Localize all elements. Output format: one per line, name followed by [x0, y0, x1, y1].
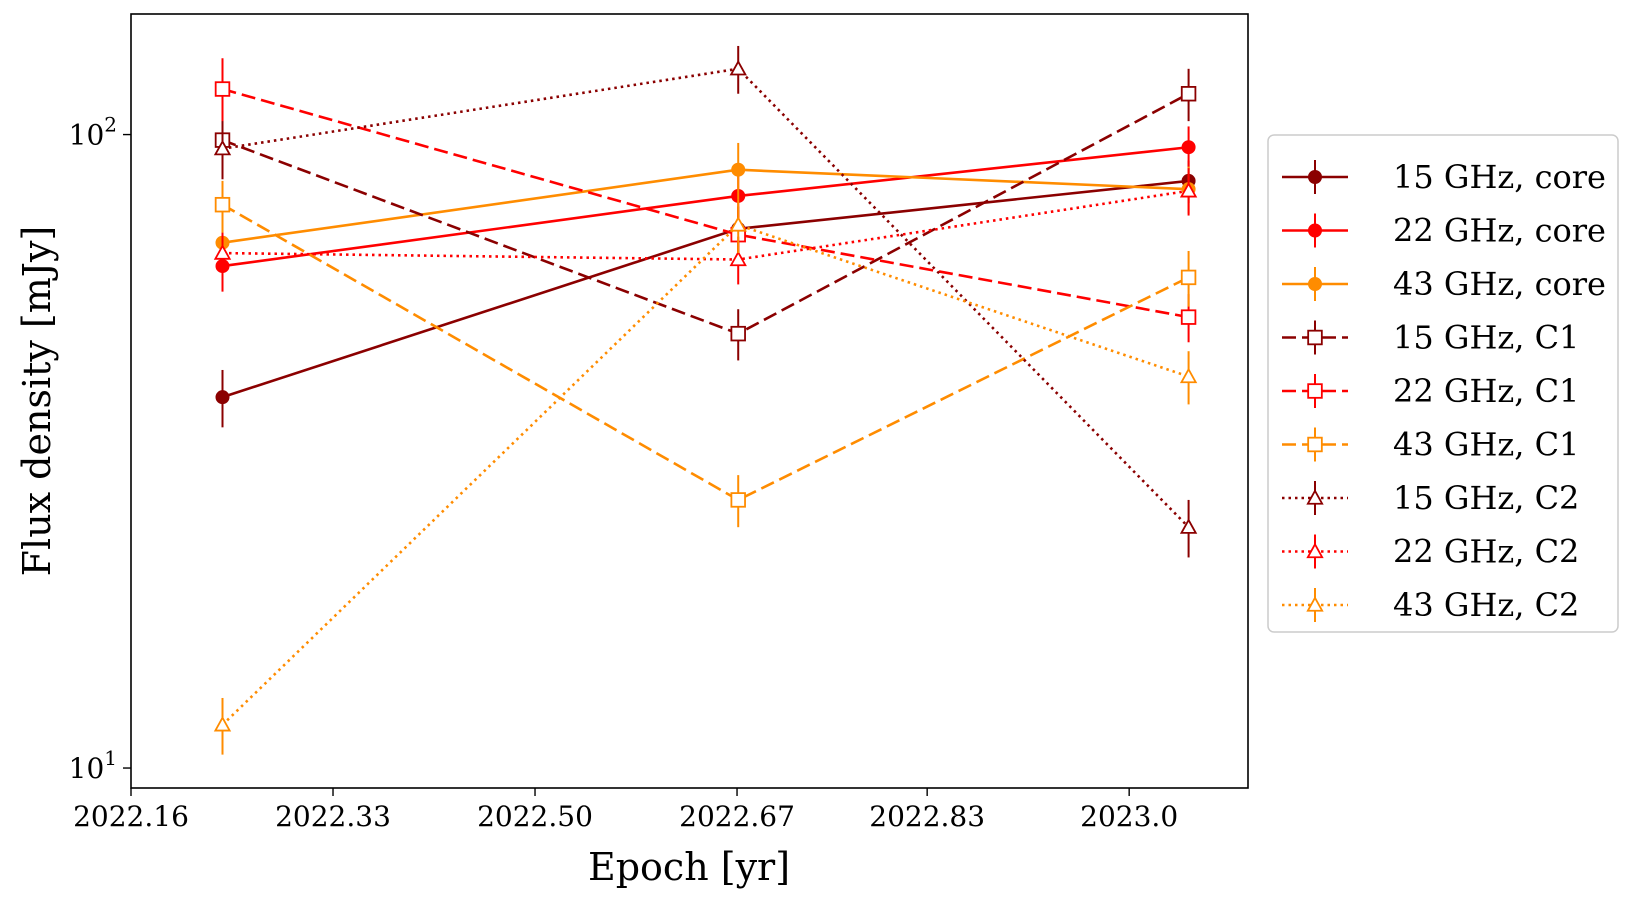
data-point	[1307, 436, 1323, 453]
y-tick-exponent: 2	[104, 113, 117, 137]
data-point	[1181, 140, 1196, 155]
data-point	[1307, 329, 1323, 346]
y-tick-label: 101	[69, 746, 117, 785]
y-tick-label: 102	[69, 113, 117, 152]
legend-label: 15 GHz, C1	[1393, 319, 1579, 357]
data-point	[1306, 595, 1324, 612]
data-point	[1180, 86, 1197, 102]
y-tick-base: 10	[69, 119, 105, 152]
legend-label: 15 GHz, C2	[1393, 479, 1579, 517]
legend-label: 43 GHz, core	[1393, 265, 1606, 303]
x-tick-label: 2022.67	[679, 800, 795, 833]
legend-label: 22 GHz, C1	[1393, 372, 1579, 410]
data-point	[1308, 277, 1322, 291]
data-point	[1179, 181, 1198, 198]
data-point	[1179, 518, 1198, 534]
plot-area	[213, 45, 1198, 755]
data-point	[730, 492, 746, 508]
data-point	[1180, 269, 1197, 286]
data-point	[213, 139, 232, 156]
legend-label: 22 GHz, core	[1393, 212, 1606, 250]
data-point	[729, 59, 747, 76]
series	[213, 45, 1198, 558]
legend-label: 43 GHz, C2	[1393, 586, 1579, 624]
series-line	[222, 67, 1190, 529]
legend-entry: 15 GHz, C1	[1282, 319, 1579, 357]
y-tick-exponent: 1	[104, 746, 117, 770]
y-axis-label: Flux density [mJy]	[15, 226, 59, 577]
data-point	[729, 215, 747, 232]
legend-entry: 15 GHz, C2	[1282, 479, 1579, 517]
data-point	[1307, 383, 1323, 399]
data-point	[213, 244, 232, 260]
y-tick-base: 10	[69, 752, 105, 785]
series-line	[221, 203, 1190, 502]
series-line	[221, 223, 1189, 726]
series	[214, 180, 1197, 528]
x-tick-label: 2022.83	[869, 800, 985, 833]
legend-label: 22 GHz, C2	[1393, 533, 1579, 571]
series-line	[222, 168, 1189, 244]
legend-entry: 22 GHz, C2	[1282, 533, 1579, 571]
legend-entry: 15 GHz, core	[1282, 158, 1606, 196]
legend-entry: 22 GHz, core	[1282, 212, 1606, 250]
legend-label: 15 GHz, core	[1393, 158, 1606, 196]
x-tick-label: 2022.16	[73, 800, 189, 833]
data-point	[214, 196, 231, 213]
axes: 2022.16 2022.33 2022.50 2022.67 2022.83 2023.…	[69, 113, 1179, 833]
data-point	[1306, 542, 1324, 559]
data-point	[731, 162, 746, 177]
legend-box	[1267, 134, 1619, 633]
data-point	[1306, 488, 1324, 505]
data-point	[1308, 223, 1322, 238]
x-tick-label: 2022.50	[477, 800, 593, 833]
legend-entry: 43 GHz, C1	[1282, 426, 1579, 464]
legend-entry: 43 GHz, C2	[1282, 586, 1579, 624]
x-tick-label: 2023.0	[1080, 800, 1178, 833]
data-point	[1180, 309, 1197, 325]
data-point	[1179, 367, 1198, 384]
data-point	[214, 81, 231, 97]
legend: 15 GHz, core 22 GHz, core 43 GHz, core 15 G…	[1267, 134, 1619, 633]
plot-frame	[130, 13, 1249, 789]
data-point	[1308, 170, 1322, 184]
x-tick-label: 2022.33	[275, 800, 391, 833]
legend-entry: 22 GHz, C1	[1282, 372, 1579, 410]
data-point	[730, 325, 746, 342]
x-axis-label: Epoch [yr]	[588, 845, 790, 889]
legend-label: 43 GHz, C1	[1393, 426, 1579, 464]
series	[213, 199, 1198, 755]
legend-entry: 43 GHz, core	[1282, 265, 1606, 303]
data-point	[729, 250, 747, 267]
data-point	[213, 715, 232, 732]
series-line	[222, 87, 1189, 319]
series-line	[222, 145, 1189, 268]
series	[214, 68, 1197, 361]
data-point	[215, 390, 230, 405]
series	[215, 126, 1196, 292]
